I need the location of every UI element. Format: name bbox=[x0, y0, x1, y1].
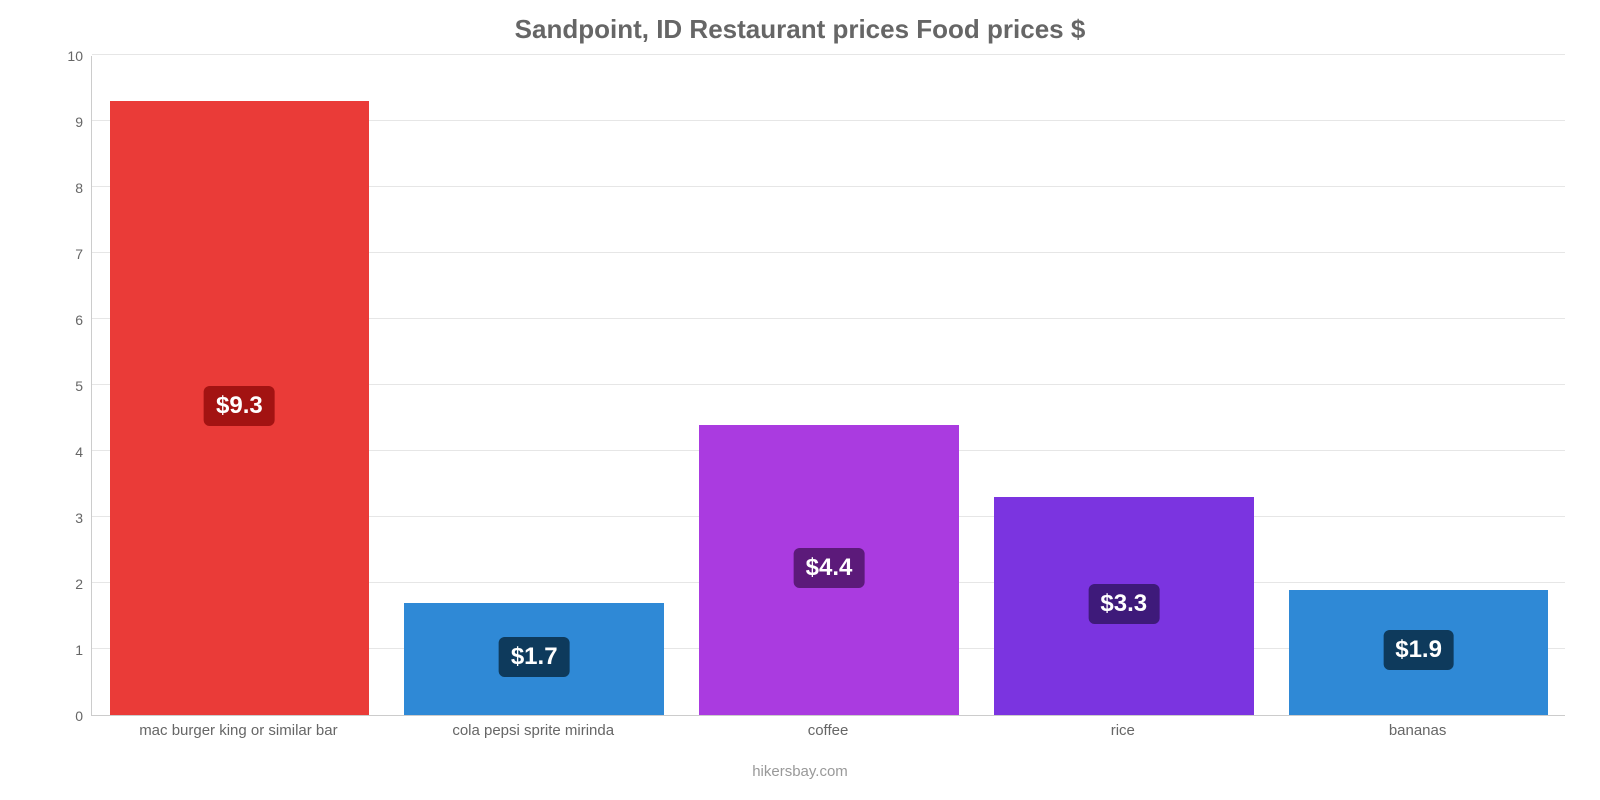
y-axis: 012345678910 bbox=[55, 56, 85, 716]
bar: $1.7 bbox=[404, 603, 663, 715]
bar: $4.4 bbox=[699, 425, 958, 715]
y-tick-label: 5 bbox=[55, 378, 83, 394]
y-tick-label: 2 bbox=[55, 576, 83, 592]
y-tick-label: 4 bbox=[55, 444, 83, 460]
y-tick-label: 9 bbox=[55, 114, 83, 130]
bar: $3.3 bbox=[994, 497, 1253, 715]
y-tick-label: 0 bbox=[55, 708, 83, 724]
y-tick-label: 7 bbox=[55, 246, 83, 262]
x-category-label: cola pepsi sprite mirinda bbox=[452, 722, 614, 739]
y-tick-label: 3 bbox=[55, 510, 83, 526]
x-axis-labels: mac burger king or similar bar cola pepsi… bbox=[91, 722, 1535, 746]
chart-area: 012345678910 $9.3$1.7$4.4$3.3$1.9 bbox=[55, 56, 1575, 716]
chart-title: Sandpoint, ID Restaurant prices Food pri… bbox=[0, 0, 1600, 45]
bar-value-label: $4.4 bbox=[794, 548, 865, 588]
y-tick-label: 1 bbox=[55, 642, 83, 658]
plot-area: $9.3 $1.7 $4.4 $3.3 $1.9 bbox=[91, 56, 1565, 716]
grid-line bbox=[92, 54, 1565, 55]
bar-value-label: $3.3 bbox=[1088, 584, 1159, 624]
bar: $1.9 bbox=[1289, 590, 1548, 715]
x-category-label: mac burger king or similar bar bbox=[139, 722, 337, 739]
bar: $9.3 bbox=[110, 101, 369, 715]
y-tick-label: 10 bbox=[55, 48, 83, 64]
x-category-label: bananas bbox=[1389, 722, 1447, 739]
y-tick-label: 6 bbox=[55, 312, 83, 328]
x-category-label: rice bbox=[1111, 722, 1135, 739]
bar-value-label: $1.9 bbox=[1383, 630, 1454, 670]
footer-attribution: hikersbay.com bbox=[0, 763, 1600, 780]
y-tick-label: 8 bbox=[55, 180, 83, 196]
bar-value-label: $1.7 bbox=[499, 637, 570, 677]
bar-value-label: $9.3 bbox=[204, 386, 275, 426]
x-category-label: coffee bbox=[808, 722, 849, 739]
